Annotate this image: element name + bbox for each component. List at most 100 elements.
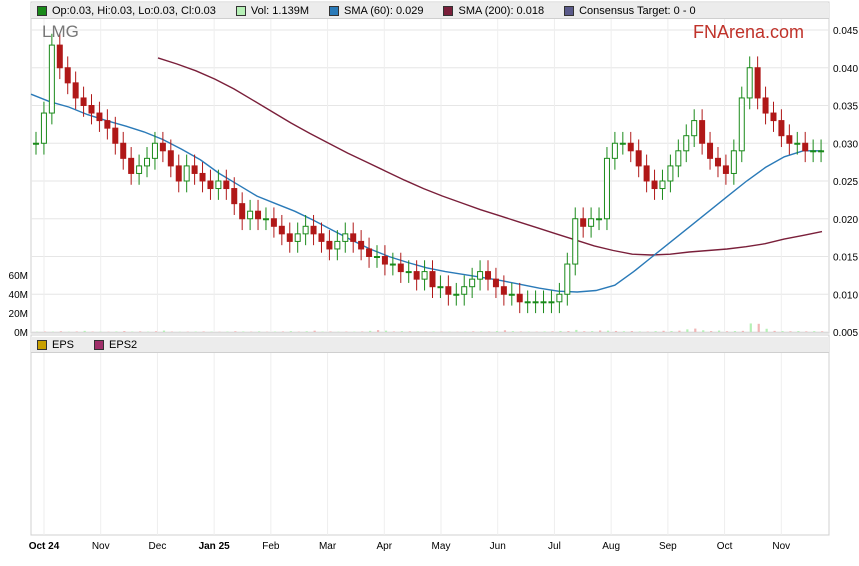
price-bar-body — [802, 142, 809, 152]
price-bar-body — [738, 97, 745, 152]
price-bar-body — [405, 271, 412, 274]
price-bar-body — [80, 97, 87, 106]
volume-bar — [725, 331, 729, 332]
volume-bar — [408, 331, 411, 332]
volume-bar — [797, 331, 800, 332]
price-bar-body — [524, 301, 531, 304]
price-bar-body — [651, 180, 658, 190]
volume-bar — [591, 331, 594, 332]
legend-volume-label: Vol: 1.139M — [250, 4, 309, 17]
volume-bar — [361, 331, 364, 332]
price-bar-body — [48, 44, 55, 114]
volume-bar — [472, 331, 475, 332]
legend-consensus-label: Consensus Target: 0 - 0 — [579, 4, 696, 17]
price-bar-body — [469, 278, 476, 288]
price-bar-body — [358, 240, 365, 250]
price-bar-body — [596, 218, 603, 221]
eps-legend: EPS EPS2 — [31, 337, 829, 353]
price-bar-body — [540, 301, 547, 304]
price-bar-body — [794, 142, 801, 145]
volume-bar — [749, 323, 752, 332]
time-tick-label: Oct 24 — [29, 541, 60, 552]
volume-bar — [821, 331, 824, 332]
price-bars — [33, 33, 825, 314]
price-bar-body — [286, 233, 293, 242]
price-tick-label: 0.045 — [833, 26, 858, 37]
volume-bar — [630, 331, 633, 332]
volume-bar — [543, 331, 546, 332]
volume-bar — [115, 331, 118, 332]
price-bar-body — [754, 67, 761, 99]
time-tick-label: Feb — [262, 541, 280, 552]
time-tick-label: May — [432, 541, 451, 552]
price-tick-label: 0.035 — [833, 102, 858, 113]
price-bar-body — [485, 271, 492, 280]
price-bar-body — [215, 180, 222, 190]
volume-bar — [162, 330, 166, 332]
price-bar-body — [389, 263, 396, 266]
volume-bar — [599, 330, 602, 332]
volume-bar — [139, 331, 142, 332]
price-bar-body — [627, 142, 634, 152]
price-tick-label: 0.040 — [833, 64, 858, 75]
price-bar-body — [564, 263, 571, 295]
legend-eps: EPS — [37, 339, 74, 351]
price-bar-body — [691, 120, 698, 137]
volume-bar — [694, 328, 697, 332]
price-bar-body — [714, 157, 721, 167]
price-bar-body — [580, 218, 587, 227]
volume-bar — [702, 330, 705, 332]
volume-bar — [686, 329, 689, 332]
legend-eps2: EPS2 — [94, 339, 137, 351]
volume-bar — [765, 328, 768, 332]
price-bar-body — [675, 150, 682, 167]
legend-sma60: SMA (60): 0.029 — [328, 4, 424, 17]
price-tick-label: 0.010 — [833, 290, 858, 301]
price-bar-body — [445, 286, 452, 295]
price-bar-body — [223, 180, 230, 190]
price-bar-body — [770, 112, 777, 122]
price-bar-body — [96, 112, 103, 122]
volume-bar — [75, 331, 78, 332]
volume-bar — [606, 330, 610, 332]
price-bar-body — [175, 165, 182, 182]
volume-bar — [805, 331, 808, 332]
price-bar-body — [619, 142, 626, 145]
price-bar-body — [318, 233, 325, 242]
volume-tick-label: 20M — [9, 309, 28, 320]
price-bar-body — [136, 165, 143, 174]
brand-logo: FNArena.com — [693, 22, 805, 42]
legend-sma200: SMA (200): 0.018 — [443, 5, 544, 17]
price-bar-body — [683, 135, 690, 152]
volume-bar — [710, 331, 713, 332]
price-bar-body — [278, 225, 285, 235]
price-bar-body — [128, 157, 135, 174]
price-bar-body — [548, 301, 555, 304]
price-bar-body — [778, 120, 785, 137]
volume-bar — [813, 331, 816, 332]
price-bar-body — [64, 67, 71, 84]
price-bar-body — [294, 233, 301, 242]
volume-bar — [717, 330, 721, 332]
price-bar-body — [183, 165, 190, 182]
price-bar-body — [159, 142, 166, 152]
volume-bar — [773, 330, 776, 332]
price-bar-body — [477, 271, 484, 280]
price-tick-label: 0.030 — [833, 139, 858, 150]
price-bar-body — [762, 97, 769, 114]
price-bar-body — [746, 67, 753, 99]
volume-bar — [289, 331, 292, 332]
volume-bar — [614, 330, 618, 332]
price-bar-body — [326, 240, 333, 250]
legend-sma60-label: SMA (60): 0.029 — [343, 4, 424, 17]
price-bar-body — [429, 271, 436, 288]
price-bar-body — [722, 165, 729, 174]
volume-bar — [154, 331, 158, 332]
price-bar-body — [572, 218, 579, 265]
time-tick-label: Jun — [490, 541, 506, 552]
price-bar-body — [151, 142, 158, 159]
time-tick-label: Aug — [602, 541, 620, 552]
price-bar-body — [413, 271, 420, 280]
price-bar-body — [350, 233, 357, 242]
price-bar-body — [334, 240, 341, 250]
